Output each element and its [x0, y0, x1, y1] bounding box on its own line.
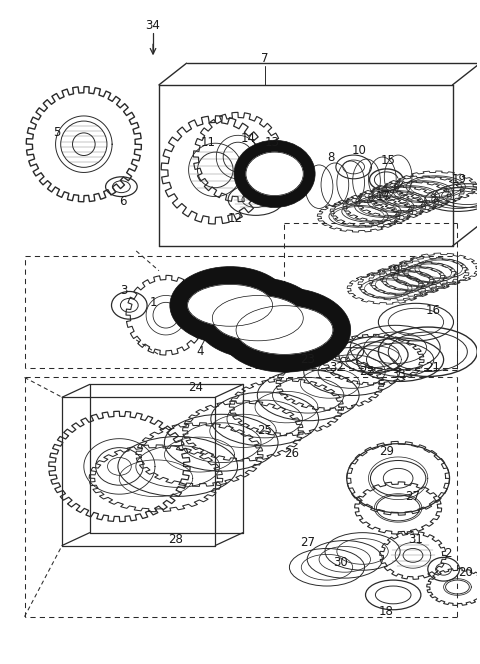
Text: 18: 18 [379, 605, 394, 618]
Text: 17: 17 [376, 190, 391, 203]
Ellipse shape [188, 284, 273, 326]
Ellipse shape [212, 295, 303, 341]
Text: 5: 5 [53, 126, 61, 139]
Ellipse shape [246, 152, 303, 196]
Text: 12: 12 [228, 212, 242, 225]
Ellipse shape [170, 267, 290, 344]
Ellipse shape [218, 288, 351, 372]
Text: 27: 27 [406, 489, 420, 503]
Ellipse shape [236, 305, 333, 355]
Text: 29: 29 [379, 445, 394, 458]
Text: 28: 28 [168, 533, 183, 546]
Text: 16: 16 [425, 303, 440, 317]
Text: 13: 13 [264, 135, 279, 149]
Text: 7: 7 [261, 52, 268, 64]
Text: 4: 4 [197, 345, 204, 359]
Text: 11: 11 [201, 135, 216, 149]
Text: 10: 10 [351, 143, 366, 157]
Text: 19: 19 [452, 173, 467, 187]
Text: 6: 6 [120, 195, 127, 208]
Text: 26: 26 [284, 447, 299, 460]
Text: 15: 15 [381, 153, 396, 167]
Text: 8: 8 [327, 151, 335, 163]
Text: 32: 32 [329, 361, 344, 374]
Text: 25: 25 [257, 424, 272, 438]
Ellipse shape [194, 278, 321, 359]
Text: 22: 22 [359, 365, 374, 378]
Text: 30: 30 [334, 556, 348, 569]
Text: 20: 20 [458, 566, 473, 579]
Text: 33: 33 [391, 368, 406, 381]
Ellipse shape [234, 140, 315, 207]
Text: 24: 24 [188, 381, 203, 394]
Text: 23: 23 [300, 353, 315, 366]
Text: 14: 14 [240, 131, 255, 145]
Text: 34: 34 [145, 19, 160, 32]
Text: 21: 21 [425, 361, 440, 374]
Text: 27: 27 [300, 536, 315, 549]
Text: 1: 1 [149, 296, 157, 309]
Text: 3: 3 [120, 284, 127, 297]
Text: 31: 31 [408, 533, 423, 546]
Text: 9: 9 [393, 264, 400, 277]
Text: 2: 2 [444, 547, 451, 560]
